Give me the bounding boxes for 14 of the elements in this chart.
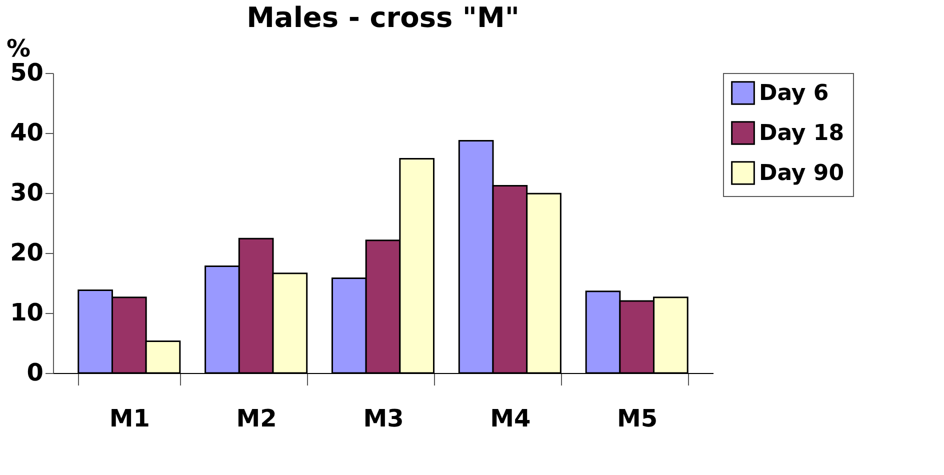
x-tick-label: M2 [236,404,277,432]
legend-label: Day 6 [759,81,829,106]
y-tick-label: 30 [10,178,44,206]
y-tick-label: 10 [10,298,44,326]
y-tick-label: 20 [10,238,44,266]
x-tick-label: M4 [490,404,531,432]
y-tick-label: 0 [26,358,44,386]
x-tick-label: M5 [617,404,658,432]
chart-title: Males - cross "M" [246,1,520,34]
legend-label: Day 90 [759,161,844,186]
legend-label: Day 18 [759,121,844,146]
x-tick-label: M1 [109,404,150,432]
x-tick-label: M3 [363,404,404,432]
y-tick-label: 40 [10,118,44,146]
